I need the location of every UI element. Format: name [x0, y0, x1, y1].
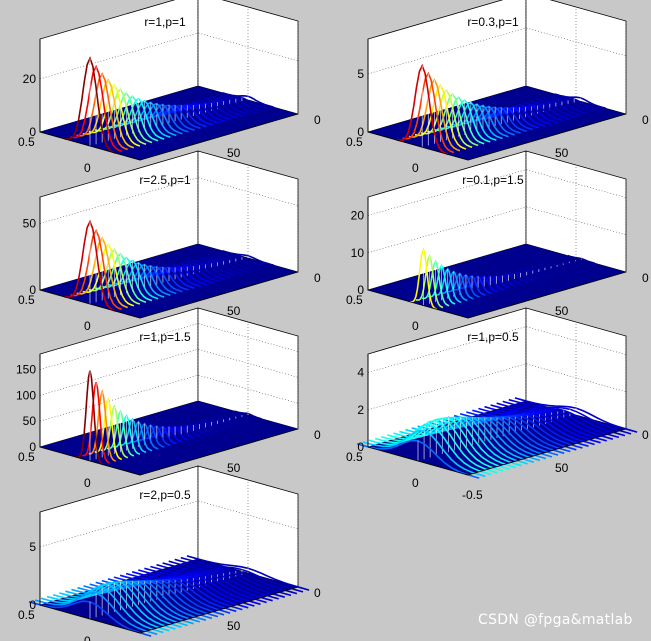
y-tick-label: 0	[642, 428, 649, 442]
z-tick-label: 50	[23, 414, 37, 428]
x-tick-label: 0	[412, 319, 419, 333]
back-wall-right	[197, 307, 299, 430]
surface	[28, 555, 310, 637]
chart-title: r=0.3,p=1	[467, 15, 519, 29]
chart-title: r=2,p=0.5	[139, 488, 191, 502]
axis-frame	[39, 354, 299, 476]
chart-title: r=2.5,p=1	[139, 173, 191, 187]
y-tick-label: 0	[642, 113, 649, 127]
axis-frame	[39, 197, 299, 319]
z-tick-label: 4	[357, 366, 364, 380]
y-tick-label: 50	[555, 146, 569, 160]
x-tick-label: 0.5	[18, 135, 35, 149]
x-tick-label: 0	[84, 476, 91, 490]
watermark: CSDN @fpga&matlab	[478, 612, 633, 628]
x-tick-label: 0	[412, 161, 419, 175]
x-tick-label: 0	[84, 161, 91, 175]
axis-frame	[39, 512, 299, 634]
y-tick-label: 50	[227, 461, 241, 475]
tick-labels: 0.50-0.550005	[18, 540, 321, 641]
z-tick-label: 50	[23, 217, 37, 231]
x-tick-label: 0	[84, 319, 91, 333]
surface	[368, 244, 626, 318]
y-tick-label: 50	[227, 146, 241, 160]
x-tick-label: 0	[412, 476, 419, 490]
chart-title: r=1,p=1	[144, 15, 186, 29]
z-tick-label: 0	[29, 598, 36, 612]
surface-floor	[368, 86, 626, 160]
subplot-4: 0.50-0.550001020r=0.1,p=1.5	[346, 150, 649, 345]
axis-frame	[39, 39, 299, 161]
subplot-5: 0.50-0.5500050100150r=1,p=1.5	[16, 307, 321, 502]
x-tick-label: 0.5	[18, 450, 35, 464]
y-tick-label: 50	[227, 304, 241, 318]
z-tick-label: 5	[357, 67, 364, 81]
surface	[40, 219, 298, 318]
z-tick-label: 150	[16, 363, 36, 377]
axis-frame	[367, 354, 627, 476]
axis-frame	[367, 39, 627, 161]
subplot-3: 0.50-0.5500050r=2.5,p=1	[18, 150, 321, 345]
y-tick-label: 50	[555, 461, 569, 475]
z-tick-label: 2	[357, 403, 364, 417]
z-tick-label: 5	[29, 540, 36, 554]
y-tick-label: 0	[314, 428, 321, 442]
x-tick-label: 0.5	[18, 293, 35, 307]
y-tick-label: 50	[227, 619, 241, 633]
z-tick-label: 20	[351, 209, 365, 223]
y-tick-label: 0	[314, 271, 321, 285]
y-tick-label: 0	[314, 586, 321, 600]
chart-title: r=1,p=0.5	[467, 330, 519, 344]
surface	[356, 397, 638, 479]
x-tick-label: 0.5	[346, 450, 363, 464]
y-tick-label: 0	[314, 113, 321, 127]
axis-frame	[367, 197, 627, 319]
z-tick-label: 0	[29, 440, 36, 454]
z-tick-label: 0	[29, 283, 36, 297]
x-tick-label: -0.5	[462, 488, 483, 502]
surface	[40, 370, 298, 475]
x-tick-label: 0.5	[346, 293, 363, 307]
z-tick-label: 0	[357, 440, 364, 454]
x-tick-label: 0	[84, 634, 91, 641]
chart-title: r=1,p=1.5	[139, 330, 191, 344]
surface	[40, 56, 298, 160]
y-tick-label: 50	[555, 304, 569, 318]
z-tick-label: 10	[351, 246, 365, 260]
z-tick-label: 100	[16, 388, 36, 402]
chart-title: r=0.1,p=1.5	[462, 173, 524, 187]
x-tick-label: 0.5	[18, 608, 35, 622]
z-tick-label: 20	[23, 72, 37, 86]
z-tick-label: 0	[357, 125, 364, 139]
subplot-7: 0.50-0.550005r=2,p=0.5	[18, 465, 321, 641]
subplot-1: 0.50-0.5500020r=1,p=1	[18, 0, 321, 187]
z-tick-label: 0	[29, 125, 36, 139]
surface	[368, 63, 626, 160]
x-tick-label: 0.5	[346, 135, 363, 149]
y-tick-label: 0	[642, 271, 649, 285]
z-tick-label: 0	[357, 283, 364, 297]
